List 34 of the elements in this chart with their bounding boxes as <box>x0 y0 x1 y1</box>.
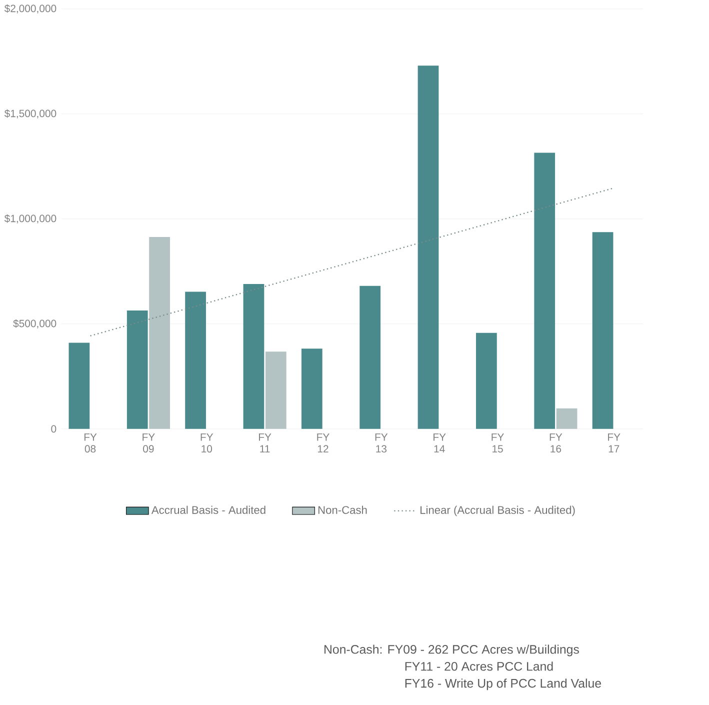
y-tick-label: $1,000,000 <box>4 214 56 224</box>
bar <box>185 292 206 430</box>
x-tick-label: FY 08 <box>84 434 97 453</box>
bar <box>360 286 381 430</box>
bar <box>265 352 286 430</box>
bar <box>534 152 556 430</box>
x-tick-label: FY 11 <box>259 434 272 453</box>
text: Non-Cash: FY09 - 262 PCC Acres w/Buildings <box>324 644 579 656</box>
y-tick-label: $2,000,000 <box>4 4 56 14</box>
x-tick-label: FY 16 <box>550 434 562 453</box>
bar <box>301 348 322 430</box>
bar <box>556 408 578 430</box>
y-tick-label: $1,500,000 <box>4 110 56 119</box>
x-tick-label: FY 13 <box>375 434 388 453</box>
text: FY11 - 20 Acres PCC Land <box>405 662 553 671</box>
x-tick-label: FY 10 <box>200 434 214 453</box>
legend-label: Non-Cash <box>318 506 367 514</box>
x-tick-label: FY 14 <box>434 434 446 453</box>
bar <box>243 284 264 430</box>
text: FY16 - Write Up of PCC Land Value <box>405 678 602 690</box>
y-tick-label: $500,000 <box>13 320 56 329</box>
bar <box>68 343 90 430</box>
legend-label: Accrual Basis - Audited <box>151 506 266 514</box>
y-tick-label: 0 <box>51 425 56 433</box>
bar <box>149 237 170 430</box>
bar <box>592 232 614 430</box>
bar <box>476 333 497 430</box>
x-tick-label: FY 09 <box>142 434 155 453</box>
x-tick-label: FY 15 <box>492 434 504 453</box>
bar <box>126 310 148 430</box>
bar <box>418 66 439 430</box>
x-tick-label: FY 12 <box>317 434 330 453</box>
x-tick-label: FY 17 <box>608 434 620 453</box>
legend-label: Linear (Accrual Basis - Audited) <box>420 506 575 516</box>
